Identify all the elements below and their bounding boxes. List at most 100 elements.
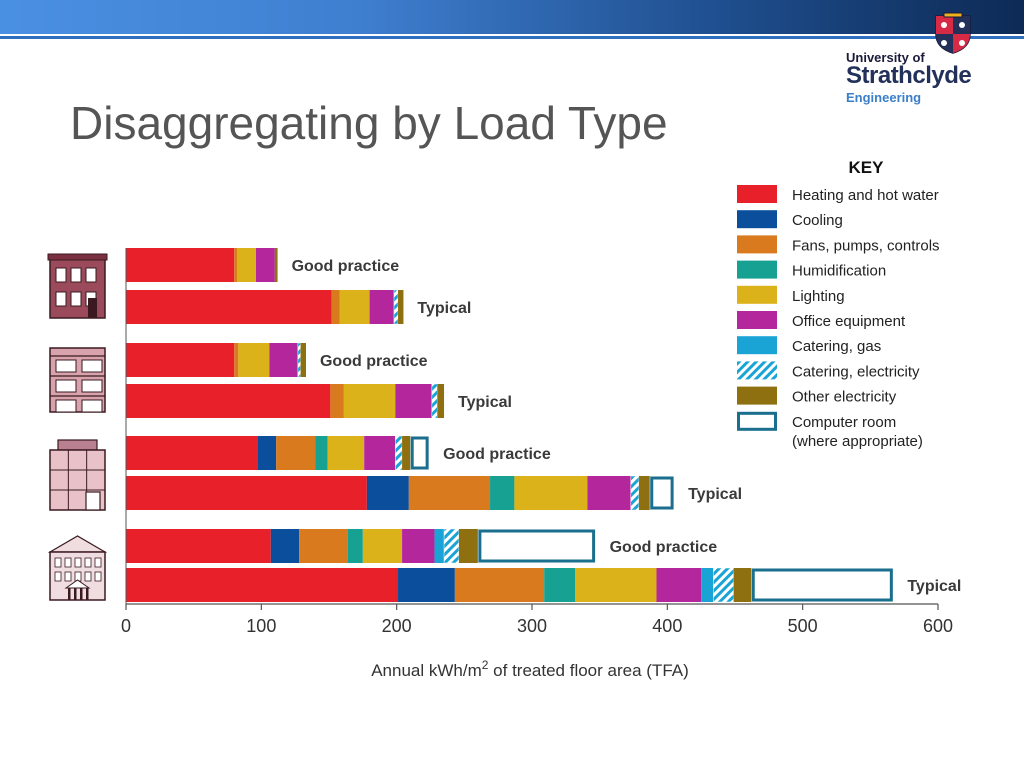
crest-icon [935,12,971,54]
bar-segment [398,568,455,602]
bar-segment [274,248,278,282]
x-tick-label: 300 [517,616,547,636]
bar-area: Good practice Typical Good practice Typical… [126,248,961,603]
bar-segment [362,529,403,563]
bar-segment [126,476,367,510]
bar-segment [369,290,394,324]
x-tick-label: 0 [121,616,131,636]
legend-label: Other electricity [792,389,897,406]
bar-segment [713,567,734,603]
legend-sublabel: (where appropriate) [792,433,923,450]
building-icon [47,253,108,319]
bar-segment [395,435,403,471]
bar-segment [297,342,301,378]
legend-item: Computer room (where appropriate) [737,411,923,450]
bar-segment [443,528,460,564]
bar-segment [270,529,300,563]
bar-segment [339,290,370,324]
bar-segment [126,343,235,377]
bar-segment [587,476,631,510]
legend-item: Fans, pumps, controls [737,235,940,254]
bar-segment [300,343,306,377]
bar-segment [364,436,396,470]
legend-item: Catering, gas [737,336,881,355]
legend-swatch [737,285,777,304]
legend-label: Heating and hot water [792,187,939,204]
bar-segment [398,290,404,324]
bar-segment [656,568,702,602]
bar-segment [701,568,714,602]
legend-item: Cooling [737,210,843,229]
x-axis-title: Annual kWh/m2 of treated floor area (TFA… [371,658,689,680]
bar-label: Typical [907,578,961,595]
logo-line-faculty: Engineering [846,90,922,105]
bar-segment [331,290,340,324]
bar-label: Good practice [610,539,718,556]
bar-segment [330,384,344,418]
bar-segment [234,343,239,377]
legend-label: Catering, electricity [792,363,920,380]
bar-segment [402,529,435,563]
bar-segment [630,475,640,511]
legend-swatch [737,210,777,229]
legend-swatch [737,235,777,254]
bar-label: Typical [458,394,512,411]
bar-segment [299,529,348,563]
bar-segment [238,343,270,377]
bar-row: Typical [126,567,961,603]
bar-segment [410,436,429,470]
legend-item: Lighting [737,285,845,305]
bar-row: Good practice [126,435,551,471]
bar-segment [347,529,363,563]
legend-swatch [737,336,777,355]
bar-row: Typical [126,383,512,419]
legend-item: Other electricity [737,386,897,406]
bar-segment [431,383,438,419]
university-logo: University of Strathclyde Engineering [830,10,1000,110]
legend-swatch [737,361,777,380]
legend-swatch [737,386,777,405]
bar-row: Good practice [126,248,399,282]
bar-segment [408,476,491,510]
bar-segment [751,568,893,602]
bar-label: Typical [688,486,742,503]
bar-segment [236,248,256,282]
legend-title: KEY [849,158,885,177]
legend-item: Humidification [737,260,886,280]
legend-label: Lighting [792,288,845,305]
bar-row: Good practice [126,342,428,378]
building-icon [47,535,108,601]
bar-segment [454,568,545,602]
bar-segment [490,476,515,510]
banner-gradient [0,0,1024,34]
bar-segment [327,436,365,470]
legend-label: Catering, gas [792,338,881,355]
title-banner [0,0,1024,40]
bar-segment [234,248,237,282]
bar-segment [478,529,596,563]
bar-segment [733,568,752,602]
legend-swatch [737,411,777,431]
logo-line-name: Strathclyde [846,62,972,89]
bar-segment [650,476,674,510]
legend-item: Heating and hot water [737,185,939,204]
bar-segment [126,384,331,418]
x-axis: 0 100 200 300 400 500 600 Annual kWh/m2 of trea… [121,248,953,680]
legend-item: Office equipment [737,311,906,330]
building-icon [49,347,106,413]
bar-segment [126,290,332,324]
banner-rule [0,36,1024,39]
bar-label: Good practice [292,258,400,275]
bar-segment [575,568,657,602]
x-tick-label: 100 [246,616,276,636]
x-tick-label: 500 [788,616,818,636]
legend-swatch [737,260,777,279]
legend: KEY Heating and hot water Cooling Fans, pum… [737,158,940,450]
legend-label: Office equipment [792,313,906,330]
bar-row: Typical [126,289,471,325]
legend-label: Cooling [792,212,843,229]
bar-segment [402,436,411,470]
bar-segment [269,343,298,377]
bar-segment [544,568,576,602]
legend-label: Fans, pumps, controls [792,237,940,254]
